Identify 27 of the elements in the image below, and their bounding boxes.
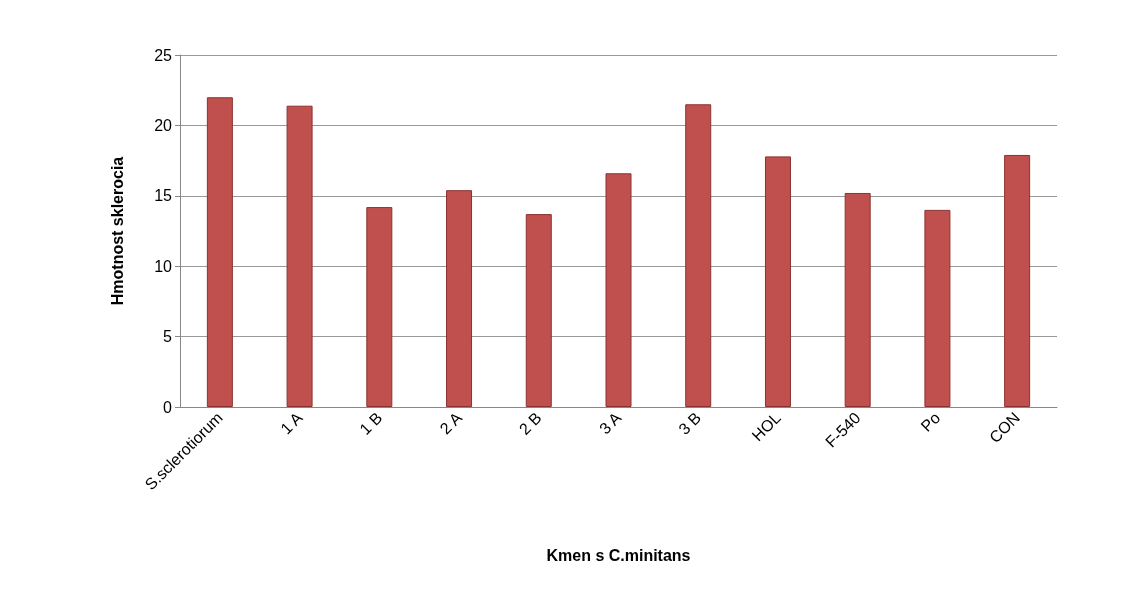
bar [605,173,632,407]
x-tick-label: 3 A [596,408,625,438]
y-axis-title: Hmotnost sklerocia [108,156,126,306]
bar [685,104,712,407]
bar [366,207,393,407]
x-tick-label: 3 B [675,408,705,438]
x-tick-label: HOL [748,408,785,445]
bar [525,214,552,407]
x-tick-label: 1 B [356,408,386,438]
y-tick-label: 5 [163,328,173,346]
y-tick-label: 0 [163,398,173,416]
bar [844,192,871,407]
y-tick-label: 25 [154,46,173,64]
bar [446,190,473,407]
y-tick-label: 20 [154,116,173,134]
bar [1004,154,1031,407]
x-tick-label: Po [917,408,944,435]
y-tick-label: 15 [154,187,173,205]
x-axis-title: Kmen s C.minitans [546,546,691,564]
y-tick-label: 10 [154,257,173,275]
x-tick-label: 2 A [436,408,466,438]
bar [764,156,791,407]
bar [206,97,233,407]
x-tick-label: 2 B [515,408,545,438]
bar [286,105,313,407]
bar [924,209,951,407]
x-tick-label: 1 A [277,408,306,438]
